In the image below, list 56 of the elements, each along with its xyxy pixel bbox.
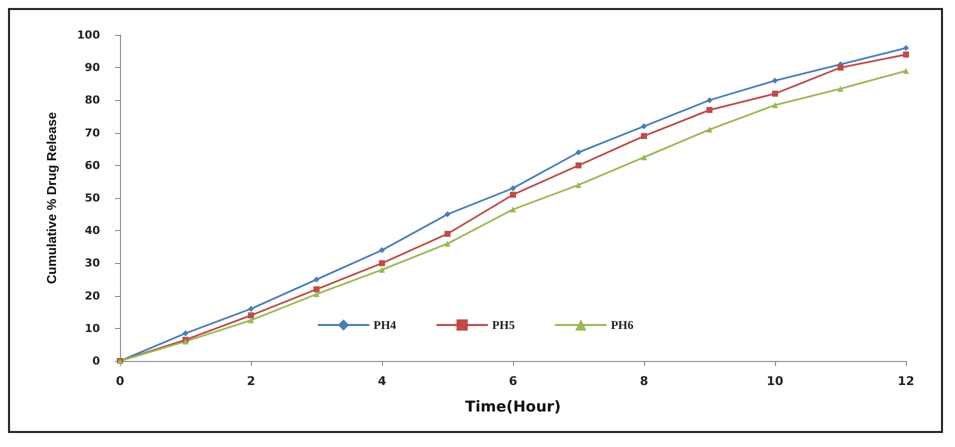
point [641, 133, 647, 140]
point [772, 78, 778, 84]
point [182, 330, 188, 336]
x-tick-label: 6 [508, 374, 518, 388]
point [314, 276, 320, 282]
y-tick-label: 10 [84, 322, 100, 335]
x-tick-label: 0 [116, 374, 124, 388]
x-tick-label: 2 [246, 374, 256, 388]
legend-label: PH4 [374, 318, 396, 332]
point [314, 291, 320, 298]
point [444, 211, 450, 218]
y-tick-label: 80 [84, 94, 100, 107]
x-tick-label: 10 [766, 374, 784, 388]
point [576, 149, 582, 156]
point [379, 260, 385, 266]
y-tick-label: 40 [84, 224, 100, 238]
point [838, 86, 844, 92]
point [903, 68, 909, 74]
point [576, 162, 582, 168]
point [510, 185, 516, 192]
point [248, 312, 254, 318]
x-tick-label: 4 [378, 374, 386, 388]
point [706, 97, 712, 104]
point [248, 306, 254, 312]
x-tick-label: 12 [898, 374, 914, 388]
point [444, 230, 450, 237]
y-tick-label: 70 [84, 126, 100, 140]
y-tick-label: 0 [92, 354, 100, 368]
x-axis-title: Time(Hour) [465, 398, 561, 416]
point [641, 154, 647, 160]
legend-label: PH6 [610, 318, 634, 332]
y-axis-title: Cumulative % Drug Release [44, 112, 59, 284]
y-tick-label: 90 [84, 61, 100, 74]
point [314, 286, 320, 292]
point [641, 123, 647, 130]
point [444, 240, 450, 247]
y-tick-label: 30 [84, 256, 100, 270]
y-tick-label: 60 [84, 158, 100, 172]
y-tick-label: 100 [77, 28, 100, 42]
point [772, 90, 778, 97]
point [706, 106, 712, 113]
point [510, 192, 516, 198]
y-tick-label: 20 [84, 289, 100, 302]
point [379, 266, 385, 273]
point [510, 206, 516, 212]
point [772, 102, 778, 108]
point [706, 126, 712, 133]
point [903, 45, 909, 52]
point [248, 317, 254, 324]
point [903, 52, 909, 58]
y-tick-label: 50 [84, 192, 100, 204]
point [379, 247, 385, 254]
point [838, 64, 844, 71]
legend-label: PH5 [492, 318, 515, 332]
point [576, 182, 582, 188]
x-tick-label: 8 [640, 374, 648, 388]
